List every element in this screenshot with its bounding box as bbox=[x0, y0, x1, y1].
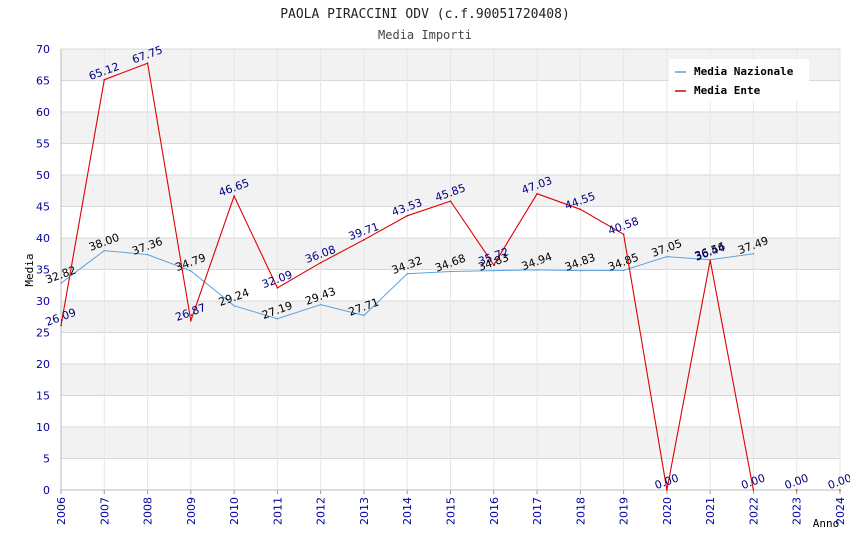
data-point bbox=[363, 314, 365, 317]
x-tick-label: 2008 bbox=[142, 497, 155, 525]
data-point bbox=[449, 200, 452, 202]
x-tick-label: 2018 bbox=[574, 497, 587, 525]
data-point bbox=[839, 489, 841, 491]
x-tick-label: 2017 bbox=[531, 497, 544, 525]
data-point bbox=[536, 269, 538, 271]
x-axis-label: Anno bbox=[813, 517, 840, 530]
y-axis-label: Media bbox=[23, 253, 36, 286]
x-tick-label: 2007 bbox=[98, 497, 111, 525]
data-point bbox=[536, 192, 538, 195]
x-tick-label: 2014 bbox=[401, 497, 414, 525]
x-tick-label: 2015 bbox=[445, 497, 458, 525]
y-tick-label: 15 bbox=[36, 390, 50, 403]
x-tick-label: 2020 bbox=[661, 497, 674, 525]
x-tick-label: 2010 bbox=[228, 497, 241, 525]
data-point bbox=[146, 62, 149, 64]
chart-subtitle: Media Importi bbox=[378, 28, 472, 42]
legend-label-nazionale: Media Nazionale bbox=[694, 65, 794, 78]
x-tick-label: 2019 bbox=[618, 497, 631, 525]
data-point bbox=[103, 78, 106, 81]
data-point bbox=[449, 270, 452, 273]
data-point bbox=[406, 272, 409, 275]
y-tick-label: 50 bbox=[36, 169, 50, 182]
x-tick-label: 2016 bbox=[488, 497, 501, 525]
x-tick-label: 2024 bbox=[834, 497, 847, 525]
data-point bbox=[492, 264, 495, 266]
data-point bbox=[795, 489, 798, 491]
data-point bbox=[146, 253, 149, 256]
y-tick-label: 70 bbox=[36, 43, 50, 56]
data-point bbox=[319, 303, 322, 306]
data-point bbox=[666, 255, 668, 258]
data-point bbox=[190, 270, 192, 272]
x-tick-label: 2011 bbox=[271, 497, 284, 525]
x-tick-label: 2006 bbox=[55, 497, 68, 525]
x-tick-label: 2013 bbox=[358, 497, 371, 525]
y-tick-label: 10 bbox=[36, 421, 50, 434]
y-tick-label: 65 bbox=[36, 75, 50, 88]
data-point bbox=[319, 261, 322, 264]
data-point bbox=[363, 239, 365, 241]
data-point bbox=[60, 282, 62, 285]
y-tick-label: 45 bbox=[36, 201, 50, 214]
legend-box bbox=[669, 59, 809, 101]
data-point bbox=[233, 304, 235, 307]
x-tick-label: 2022 bbox=[747, 497, 760, 525]
data-point bbox=[622, 269, 625, 272]
y-tick-label: 20 bbox=[36, 358, 50, 371]
x-tick-label: 2021 bbox=[704, 497, 717, 525]
data-point bbox=[276, 287, 279, 289]
y-tick-label: 25 bbox=[36, 327, 50, 340]
y-tick-label: 55 bbox=[36, 138, 50, 151]
data-point bbox=[709, 259, 711, 262]
chart-title: PAOLA PIRACCINI ODV (c.f.90051720408) bbox=[280, 7, 570, 22]
data-point bbox=[406, 214, 409, 217]
y-tick-label: 60 bbox=[36, 106, 50, 119]
y-tick-label: 5 bbox=[43, 453, 50, 466]
y-tick-label: 30 bbox=[36, 295, 50, 308]
x-tick-label: 2009 bbox=[185, 497, 198, 525]
data-point bbox=[579, 208, 582, 211]
data-point bbox=[492, 269, 495, 272]
data-point bbox=[233, 195, 235, 197]
y-tick-label: 35 bbox=[36, 264, 50, 277]
legend-label-ente: Media Ente bbox=[694, 84, 761, 97]
y-tick-label: 40 bbox=[36, 232, 50, 245]
x-tick-label: 2023 bbox=[791, 497, 804, 525]
y-tick-label: 0 bbox=[43, 484, 50, 497]
data-point bbox=[752, 489, 755, 491]
data-point bbox=[666, 489, 668, 491]
data-point bbox=[622, 233, 625, 236]
data-point bbox=[190, 319, 192, 322]
data-point bbox=[579, 269, 582, 272]
data-point bbox=[276, 317, 279, 320]
data-point bbox=[60, 324, 62, 327]
data-point bbox=[103, 249, 106, 252]
data-point bbox=[752, 253, 755, 255]
legend: Media Nazionale Media Ente bbox=[669, 59, 809, 101]
x-tick-label: 2012 bbox=[315, 497, 328, 525]
